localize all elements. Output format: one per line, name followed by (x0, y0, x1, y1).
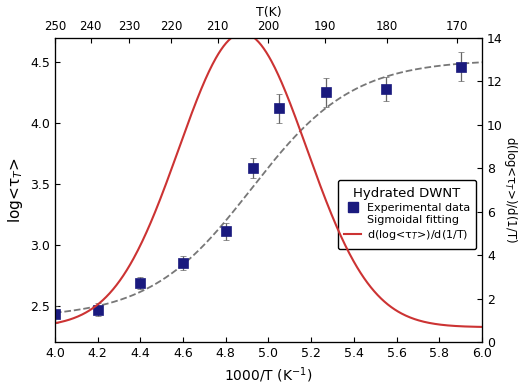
Legend: Experimental data, Sigmoidal fitting, d(log<τ$_T$>)/d(1/T): Experimental data, Sigmoidal fitting, d(… (338, 180, 477, 249)
X-axis label: T(K): T(K) (256, 5, 281, 18)
X-axis label: 1000/T (K$^{-1}$): 1000/T (K$^{-1}$) (224, 366, 313, 386)
Y-axis label: d(log<τ$_T$>)/d(1/T): d(log<τ$_T$>)/d(1/T) (502, 136, 519, 244)
Y-axis label: log<τ$_T$>: log<τ$_T$> (6, 157, 25, 223)
